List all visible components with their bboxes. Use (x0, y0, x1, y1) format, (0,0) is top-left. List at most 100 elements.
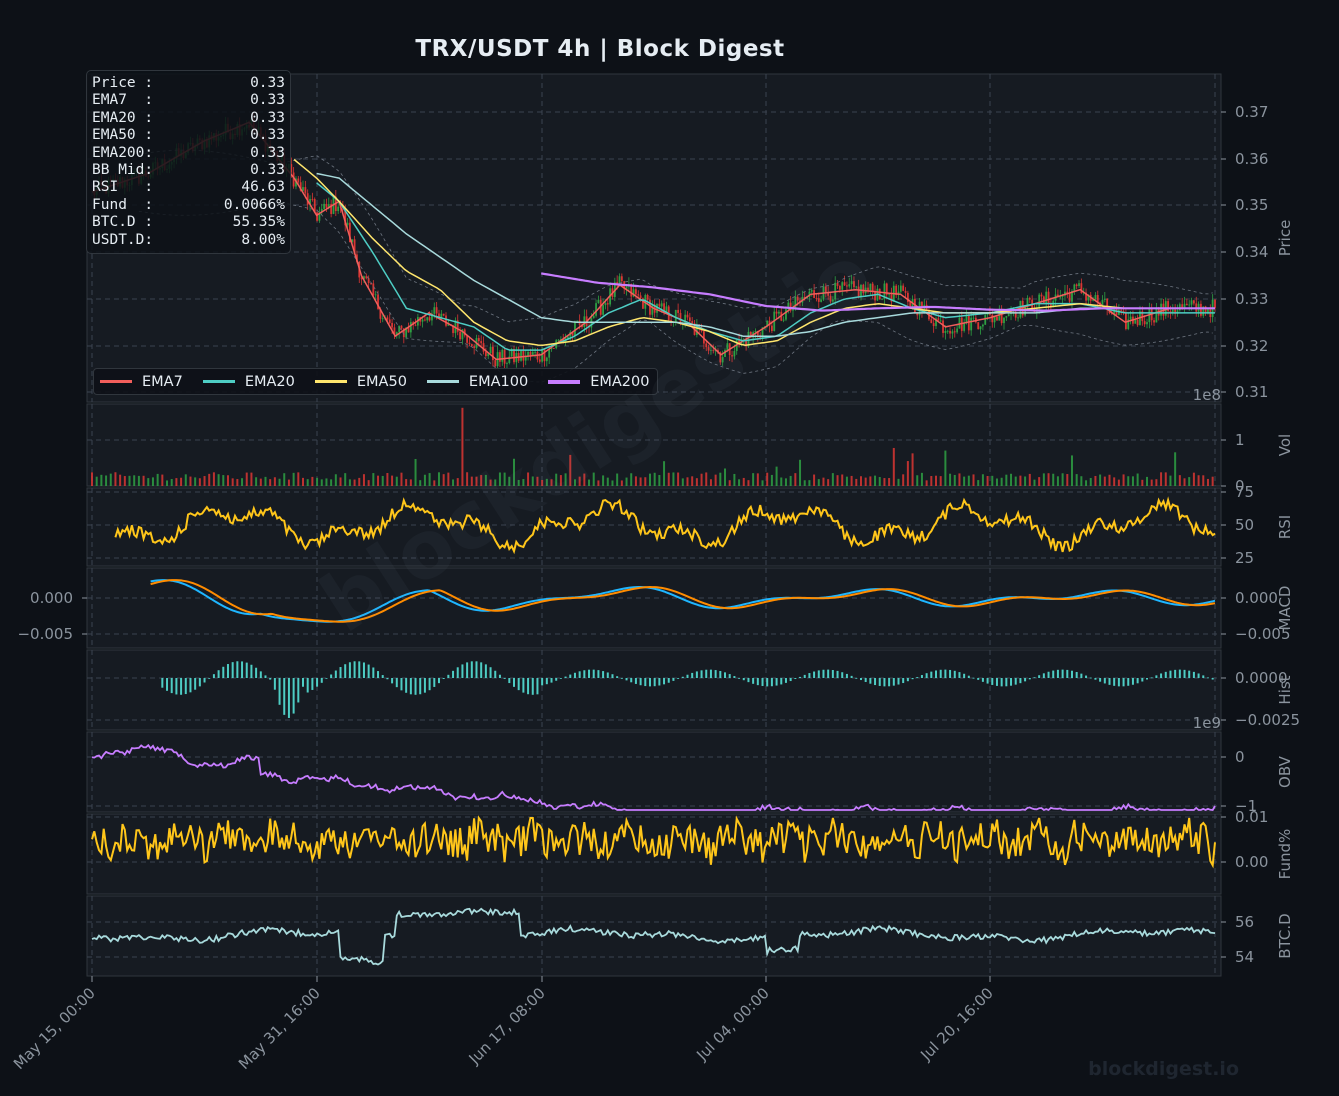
hist-bar (949, 669, 952, 678)
hist-bar (1122, 678, 1125, 687)
hist-bar (1211, 678, 1214, 680)
candle-body (534, 352, 537, 353)
volume-bar (151, 477, 154, 486)
candle-body (754, 331, 757, 333)
volume-bar (1024, 476, 1027, 486)
volume-bar (545, 478, 548, 486)
hist-bar (1160, 673, 1163, 678)
candle-body (785, 309, 787, 320)
volume-bar (869, 476, 872, 486)
candle-body (874, 292, 876, 301)
volume-bar (222, 475, 225, 486)
footer-brand: blockdigest.io (1088, 1058, 1239, 1080)
volume-bar (226, 475, 229, 486)
legend-label: EMA7 (142, 373, 183, 390)
candle-body (541, 349, 544, 362)
volume-bar (259, 478, 262, 486)
candle-body (632, 289, 635, 297)
candle-body (829, 295, 832, 302)
hist-bar (677, 678, 680, 679)
series-ema50 (293, 158, 1215, 347)
candle-body (871, 283, 874, 293)
volume-bar (391, 475, 394, 486)
hist-bar (1117, 678, 1120, 687)
hist-bar (606, 672, 609, 678)
hist-bar (986, 678, 989, 684)
hist-bar (841, 672, 844, 678)
hist-bar (920, 675, 923, 678)
hist-bar (236, 661, 239, 678)
hist-bar (808, 673, 811, 678)
volume-bar (620, 480, 623, 486)
hist-bar (409, 678, 412, 695)
hist-bar (231, 662, 234, 678)
candle-body (817, 298, 820, 302)
volume-bar (789, 475, 792, 486)
hist-bar (1056, 669, 1059, 678)
candle-body (599, 299, 602, 315)
y-tick-label: 0.31 (1235, 383, 1268, 401)
candle-body (344, 208, 347, 226)
x-tick-label: Jul 20, 16:00 (916, 984, 996, 1064)
candle-body (656, 303, 658, 313)
candle-body (1103, 298, 1106, 300)
candle-body (937, 318, 940, 321)
volume-bar (616, 473, 619, 486)
hist-bar (536, 678, 539, 695)
volume-bar (456, 478, 459, 486)
volume-bar (1061, 473, 1064, 486)
hist-bar (911, 678, 914, 680)
candle-body (456, 320, 459, 332)
candle-body (618, 276, 621, 284)
candle-body (574, 322, 576, 336)
y-tick-label-left: −0.005 (17, 625, 73, 643)
info-row: BB Mid: 0.33 (92, 162, 285, 179)
candle-body (1174, 309, 1177, 314)
candle-body (299, 182, 302, 191)
candle-body (1117, 309, 1120, 315)
volume-bar (1033, 479, 1036, 486)
hist-bar (766, 678, 769, 687)
hist-bar (264, 675, 267, 678)
info-label: Price : (92, 75, 154, 91)
hist-bar (775, 678, 778, 686)
hist-bar (747, 678, 750, 683)
legend-item: EMA20 (202, 374, 295, 390)
candle-body (843, 282, 846, 286)
volume-bar (827, 479, 830, 486)
volume-bar (1117, 479, 1120, 486)
volume-bar (991, 475, 994, 486)
candle-body (726, 343, 729, 350)
candle-body (1200, 303, 1202, 316)
candle-body (1000, 309, 1003, 324)
volume-bar (367, 480, 370, 486)
volume-bar (362, 474, 365, 486)
funding-line (91, 815, 1216, 869)
volume-bar (963, 476, 966, 486)
panel-frame (86, 649, 1222, 731)
volume-bar (527, 472, 530, 486)
hist-bar (1010, 678, 1013, 686)
hist-bar (1052, 670, 1055, 678)
candle-body (445, 315, 447, 326)
hist-bar (302, 678, 305, 687)
candle-body (489, 346, 492, 354)
candle-body (381, 318, 384, 320)
candle-body (831, 299, 834, 302)
volume-bar (428, 473, 431, 486)
candle-body (733, 351, 736, 357)
hist-bar (475, 661, 478, 678)
volume-bar (119, 474, 122, 486)
candle-body (520, 350, 522, 361)
candle-body (695, 325, 698, 335)
volume-bar (606, 477, 609, 486)
candle-body (306, 193, 309, 205)
volume-bar (208, 473, 211, 486)
y-axis-label: Vol (1276, 434, 1294, 456)
info-value: 0.0066% (223, 196, 285, 213)
hist-bar (428, 678, 431, 691)
hist-bar (273, 678, 276, 690)
hist-bar (170, 678, 173, 694)
